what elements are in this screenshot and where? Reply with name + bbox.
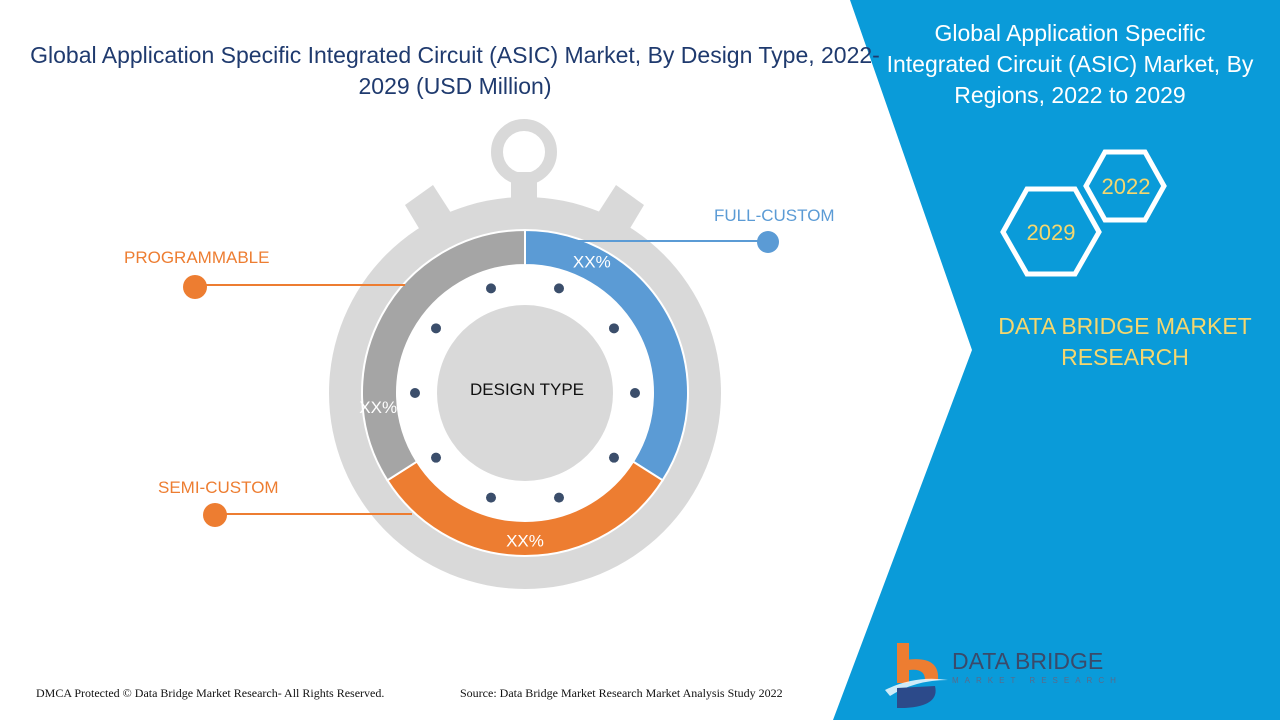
- marker-semi-custom: [203, 503, 227, 527]
- dial-dot: [553, 492, 564, 503]
- year-2029: 2029: [1027, 220, 1076, 245]
- year-2022: 2022: [1102, 174, 1151, 199]
- right-panel-background: [833, 0, 1280, 720]
- source-note: Source: Data Bridge Market Research Mark…: [460, 686, 783, 700]
- dial-dot: [486, 283, 497, 294]
- marker-programmable: [183, 275, 207, 299]
- dial-dot: [608, 323, 619, 334]
- data-label-programmable: XX%: [359, 398, 397, 417]
- hexagon-2029: [1000, 186, 1102, 277]
- dial-dot: [608, 452, 619, 463]
- regions-title: Global Application Specific Integrated C…: [886, 20, 1254, 108]
- copyright-notice: DMCA Protected © Data Bridge Market Rese…: [36, 686, 385, 700]
- data-label-full-custom: XX%: [573, 252, 611, 271]
- center-label: DESIGN TYPE: [470, 380, 584, 399]
- dial-dot: [553, 283, 564, 294]
- dial-dot: [486, 492, 497, 503]
- dial-dot: [431, 452, 442, 463]
- center-disc: [437, 305, 613, 481]
- dial-dot: [630, 388, 640, 398]
- hexagon-2022: [1083, 149, 1167, 223]
- legend-semi-custom: SEMI-CUSTOM: [158, 478, 279, 497]
- data-bridge-logo-icon: [885, 643, 948, 708]
- logo-text: DATA BRIDGE: [952, 648, 1104, 674]
- legend-full-custom: FULL-CUSTOM: [714, 206, 835, 225]
- chart-title: Global Application Specific Integrated C…: [30, 42, 880, 99]
- logo-subtext: MARKET RESEARCH: [952, 676, 1122, 685]
- dial-dot: [410, 388, 420, 398]
- data-label-semi-custom: XX%: [506, 532, 544, 551]
- dial-dot: [431, 323, 442, 334]
- legend-programmable: PROGRAMMABLE: [124, 248, 270, 267]
- brand-name: DATA BRIDGE MARKET RESEARCH: [998, 313, 1252, 370]
- marker-full-custom: [757, 231, 779, 253]
